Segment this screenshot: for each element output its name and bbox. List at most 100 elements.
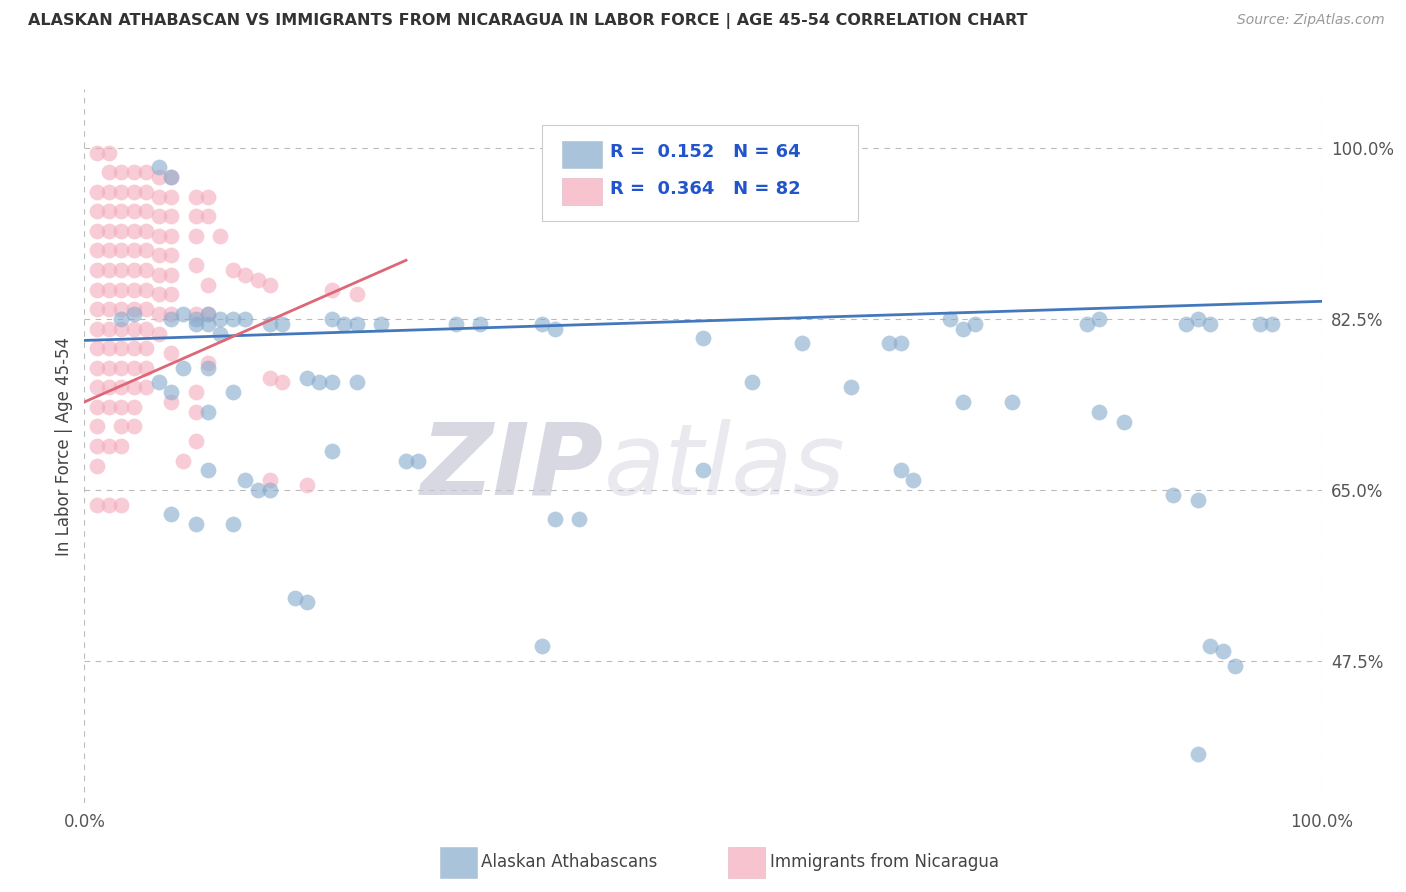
Point bbox=[160, 346, 183, 360]
Point bbox=[110, 400, 132, 414]
Point bbox=[1261, 317, 1284, 331]
Point bbox=[98, 380, 121, 394]
Point bbox=[135, 244, 157, 258]
Point bbox=[890, 336, 912, 351]
Point bbox=[172, 360, 194, 375]
Point bbox=[148, 209, 170, 223]
Point bbox=[1088, 405, 1111, 419]
Point bbox=[321, 283, 343, 297]
Point bbox=[222, 263, 245, 277]
Point bbox=[184, 517, 207, 532]
Point bbox=[122, 302, 145, 317]
Point bbox=[903, 473, 925, 487]
Point bbox=[86, 498, 108, 512]
Point bbox=[160, 209, 183, 223]
Point bbox=[122, 204, 145, 219]
Text: ALASKAN ATHABASCAN VS IMMIGRANTS FROM NICARAGUA IN LABOR FORCE | AGE 45-54 CORRE: ALASKAN ATHABASCAN VS IMMIGRANTS FROM NI… bbox=[28, 13, 1028, 29]
Point bbox=[122, 380, 145, 394]
Point bbox=[98, 498, 121, 512]
Point bbox=[135, 224, 157, 238]
Point bbox=[148, 326, 170, 341]
Point bbox=[197, 307, 219, 321]
Point bbox=[246, 483, 269, 497]
Point bbox=[160, 170, 183, 185]
Point bbox=[86, 400, 108, 414]
Point bbox=[160, 248, 183, 262]
Point bbox=[110, 302, 132, 317]
Point bbox=[295, 370, 318, 384]
Point bbox=[184, 258, 207, 272]
Point bbox=[692, 463, 714, 477]
Point bbox=[160, 287, 183, 301]
Point bbox=[86, 224, 108, 238]
Point bbox=[122, 341, 145, 355]
Point bbox=[197, 405, 219, 419]
Point bbox=[135, 341, 157, 355]
Point bbox=[148, 287, 170, 301]
Point bbox=[395, 453, 418, 467]
Point bbox=[110, 380, 132, 394]
Point bbox=[1249, 317, 1271, 331]
Point bbox=[184, 317, 207, 331]
Point bbox=[148, 228, 170, 243]
Text: Immigrants from Nicaragua: Immigrants from Nicaragua bbox=[770, 853, 1000, 871]
Point bbox=[184, 405, 207, 419]
Point bbox=[790, 336, 813, 351]
Point bbox=[160, 385, 183, 400]
Point bbox=[135, 185, 157, 199]
Point bbox=[122, 244, 145, 258]
Point bbox=[271, 376, 294, 390]
Point bbox=[321, 312, 343, 326]
Point bbox=[110, 439, 132, 453]
Point bbox=[259, 483, 281, 497]
Point bbox=[408, 453, 430, 467]
Point bbox=[160, 395, 183, 409]
Point bbox=[110, 165, 132, 179]
Point bbox=[122, 165, 145, 179]
Point bbox=[939, 312, 962, 326]
Point bbox=[197, 307, 219, 321]
Point bbox=[122, 419, 145, 434]
Point bbox=[184, 434, 207, 449]
Point bbox=[98, 302, 121, 317]
Point bbox=[148, 190, 170, 204]
Point bbox=[135, 165, 157, 179]
Point bbox=[122, 185, 145, 199]
Point bbox=[160, 190, 183, 204]
Text: atlas: atlas bbox=[605, 419, 845, 516]
Point bbox=[86, 321, 108, 335]
Point bbox=[197, 209, 219, 223]
Point bbox=[135, 302, 157, 317]
Point bbox=[1161, 488, 1184, 502]
Point bbox=[122, 360, 145, 375]
Point bbox=[197, 317, 219, 331]
Point bbox=[233, 268, 256, 282]
Point bbox=[135, 360, 157, 375]
Point bbox=[135, 283, 157, 297]
Point bbox=[86, 263, 108, 277]
Point bbox=[1001, 395, 1024, 409]
Point bbox=[122, 307, 145, 321]
Point bbox=[86, 458, 108, 473]
Point bbox=[184, 228, 207, 243]
Point bbox=[197, 277, 219, 292]
Point bbox=[98, 263, 121, 277]
Point bbox=[160, 508, 183, 522]
Point bbox=[98, 439, 121, 453]
Point bbox=[222, 312, 245, 326]
Y-axis label: In Labor Force | Age 45-54: In Labor Force | Age 45-54 bbox=[55, 336, 73, 556]
Point bbox=[160, 170, 183, 185]
Point bbox=[1076, 317, 1098, 331]
Point bbox=[444, 317, 467, 331]
Point bbox=[110, 360, 132, 375]
Point bbox=[160, 228, 183, 243]
Point bbox=[98, 341, 121, 355]
Point bbox=[110, 185, 132, 199]
Point bbox=[86, 283, 108, 297]
Point bbox=[308, 376, 330, 390]
Point bbox=[184, 190, 207, 204]
Point bbox=[259, 370, 281, 384]
Point bbox=[110, 321, 132, 335]
Point bbox=[135, 204, 157, 219]
Point bbox=[1212, 644, 1234, 658]
